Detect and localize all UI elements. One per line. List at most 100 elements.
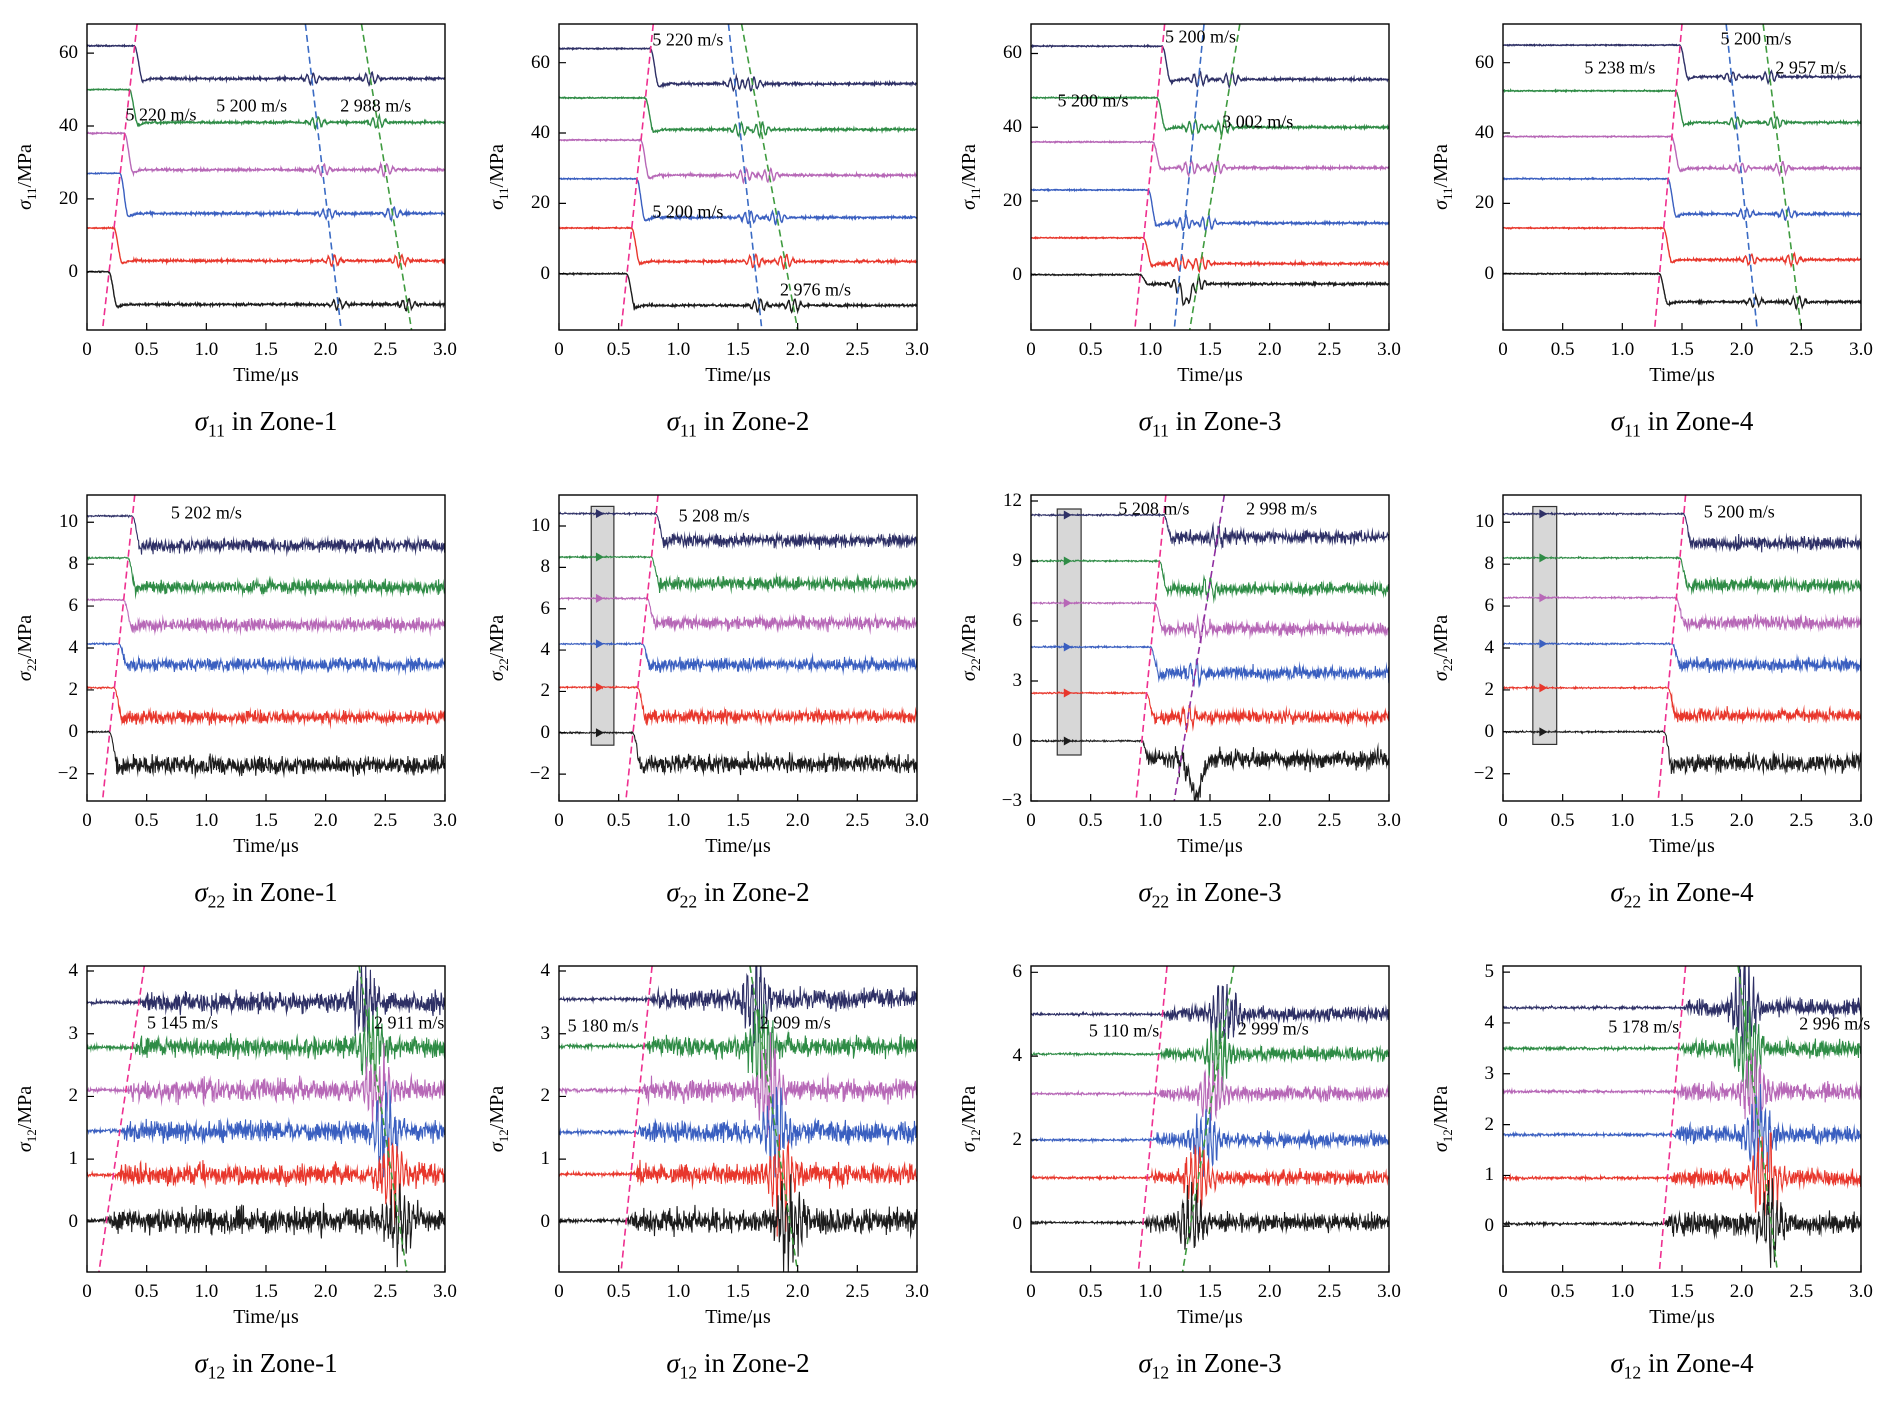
ytick-label: 4 [540, 960, 551, 982]
ytick-label: 2 [1484, 1113, 1495, 1135]
x-axis-label: Time/μs [705, 364, 771, 386]
xtick-label: 0 [82, 810, 92, 831]
annotation: 5 200 m/s [216, 95, 288, 116]
ytick-label: 2 [540, 680, 551, 702]
xtick-label: 3.0 [1377, 1281, 1401, 1302]
xtick-label: 1.0 [1138, 810, 1163, 831]
subplot-s12-z2: 0 1 2 3 4 0 0.5 1.0 1.5 2.0 2.5 3.0 Time/μs σ12/MPa 5 … [473, 942, 945, 1413]
caption: σ12 in Zone-2 [666, 1348, 810, 1383]
annotation: 5 200 m/s [1057, 90, 1129, 111]
xtick-label: 1.5 [726, 1281, 750, 1302]
plot-canvas-s12-z3 [945, 950, 1417, 1344]
ytick-label: 4 [1484, 637, 1495, 658]
caption: σ22 in Zone-1 [194, 877, 338, 912]
caption: σ22 in Zone-3 [1138, 877, 1282, 912]
xtick-label: 0.5 [606, 1281, 631, 1302]
xtick-label: 0 [1498, 1281, 1508, 1302]
xtick-label: 1.0 [194, 1281, 219, 1302]
xtick-label: 2.5 [1789, 810, 1814, 831]
xtick-label: 2.0 [1257, 1281, 1282, 1302]
annotation: 2 976 m/s [780, 279, 852, 300]
xtick-label: 3.0 [433, 1281, 457, 1302]
y-axis-label: σ22/MPa [1430, 614, 1455, 682]
xtick-label: 2.0 [313, 1281, 338, 1302]
ytick-label: 0 [1012, 1212, 1023, 1234]
xtick-label: 2.0 [785, 1281, 810, 1302]
annotation: 5 208 m/s [1118, 498, 1190, 519]
annotation: 5 180 m/s [567, 1015, 639, 1036]
xtick-label: 0 [554, 810, 564, 831]
annotation: 5 238 m/s [1584, 57, 1656, 78]
plot-canvas-s12-z4 [1417, 950, 1889, 1344]
xtick-label: 1.0 [666, 339, 691, 360]
xtick-label: 2.5 [845, 810, 870, 831]
annotation: 5 200 m/s [1720, 28, 1792, 49]
xtick-label: 1.0 [1138, 1281, 1163, 1302]
ytick-label: 0 [1012, 263, 1023, 285]
xtick-label: 3.0 [433, 339, 457, 360]
x-axis-label: Time/μs [233, 364, 299, 386]
ytick-label: 1 [540, 1148, 551, 1170]
xtick-label: 2.5 [373, 339, 398, 360]
ytick-label: 0 [540, 262, 551, 284]
plot-canvas-s12-z1 [1, 950, 473, 1344]
xtick-label: 0.5 [606, 810, 631, 831]
x-axis-label: Time/μs [233, 1306, 299, 1328]
caption: σ11 in Zone-1 [194, 406, 338, 441]
caption: σ12 in Zone-3 [1138, 1348, 1282, 1383]
xtick-label: 0.5 [134, 1281, 159, 1302]
ytick-label: 0 [1484, 720, 1495, 742]
annotation: 5 200 m/s [1164, 26, 1236, 47]
y-axis-label: σ11/MPa [958, 144, 983, 210]
xtick-label: 1.5 [1198, 339, 1222, 360]
xtick-label: 0.5 [1550, 339, 1575, 360]
x-axis-label: Time/μs [705, 1306, 771, 1328]
annotation: 2 996 m/s [1799, 1013, 1871, 1034]
xtick-label: 1.0 [666, 810, 691, 831]
xtick-label: 1.5 [1670, 339, 1694, 360]
ytick-label: 3 [540, 1022, 551, 1044]
ytick-label: 0 [68, 1210, 79, 1232]
subplot-s12-z4: 0 1 2 3 4 5 0 0.5 1.0 1.5 2.0 2.5 3.0 Time/μs σ12/MPa 5… [1417, 942, 1889, 1413]
ytick-label: −3 [1001, 790, 1022, 811]
ytick-label: 2 [68, 1085, 79, 1107]
ytick-label: 20 [59, 187, 78, 209]
xtick-label: 1.5 [1670, 810, 1694, 831]
caption: σ11 in Zone-3 [1138, 406, 1282, 441]
subplot-s22-z4: −2 0 2 4 6 8 10 0 0.5 1.0 1.5 2.0 2.5 3.0 Time/μs σ22/M… [1417, 471, 1889, 942]
ytick-label: 5 [1484, 961, 1495, 983]
x-axis-label: Time/μs [1649, 835, 1715, 857]
xtick-label: 3.0 [1377, 339, 1401, 360]
x-axis-label: Time/μs [705, 835, 771, 857]
ytick-label: 10 [59, 511, 78, 533]
x-axis-label: Time/μs [1649, 364, 1715, 386]
xtick-label: 1.0 [1610, 339, 1635, 360]
y-axis-label: σ12/MPa [958, 1085, 983, 1153]
xtick-label: 0.5 [1550, 810, 1575, 831]
subplot-s12-z1: 0 1 2 3 4 0 0.5 1.0 1.5 2.0 2.5 3.0 Time/μs σ12/MPa 5 … [1, 942, 473, 1413]
xtick-label: 1.5 [254, 810, 278, 831]
subplot-s11-z1: 0 20 40 60 0 0.5 1.0 1.5 2.0 2.5 3.0 Time/μs σ11/MPa… [1, 0, 473, 471]
ytick-label: 40 [531, 122, 550, 144]
annotation: 5 200 m/s [1703, 501, 1775, 522]
ytick-label: 0 [540, 721, 551, 743]
xtick-label: 0 [1498, 810, 1508, 831]
xtick-label: 3.0 [905, 339, 929, 360]
xtick-label: 1.5 [1198, 810, 1222, 831]
ytick-label: 3 [1012, 670, 1023, 691]
xtick-label: 2.5 [1317, 810, 1342, 831]
subplot-s11-z2: 0 20 40 60 0 0.5 1.0 1.5 2.0 2.5 3.0 Time/μs σ11/MPa… [473, 0, 945, 471]
xtick-label: 2.5 [373, 810, 398, 831]
caption: σ22 in Zone-4 [1610, 877, 1754, 912]
xtick-label: 0.5 [1078, 1281, 1103, 1302]
y-axis-label: σ22/MPa [486, 614, 511, 682]
xtick-label: 2.5 [373, 1281, 398, 1302]
xtick-label: 2.5 [845, 1281, 870, 1302]
ytick-label: 4 [1012, 1045, 1023, 1067]
xtick-label: 2.5 [1789, 1281, 1814, 1302]
ytick-label: 10 [531, 515, 550, 536]
xtick-label: 1.5 [254, 339, 278, 360]
ytick-label: 60 [59, 42, 78, 64]
ytick-label: 4 [1484, 1011, 1495, 1033]
ytick-label: 6 [540, 597, 551, 619]
